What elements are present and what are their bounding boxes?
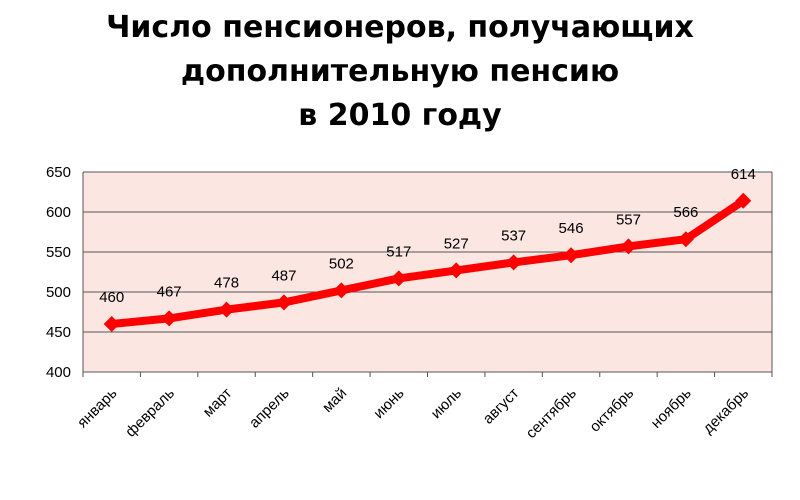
data-point (563, 247, 580, 264)
data-label: 614 (731, 166, 756, 183)
data-point (275, 294, 292, 311)
x-tick-label: февраль (122, 385, 178, 441)
y-tick-label: 500 (46, 284, 71, 301)
x-tick-label: декабрь (700, 385, 753, 438)
y-tick-label: 550 (46, 244, 71, 261)
data-point (161, 310, 178, 327)
y-tick-label: 450 (46, 324, 71, 341)
data-point (620, 238, 637, 255)
data-label: 557 (616, 211, 641, 228)
chart-title: Число пенсионеров, получающих дополнител… (0, 6, 800, 138)
data-label: 478 (214, 275, 239, 292)
data-point (218, 301, 235, 318)
data-point (390, 270, 407, 287)
y-tick-label: 600 (46, 204, 71, 221)
x-tick-label: июнь (370, 385, 407, 422)
x-tick-label: июль (428, 385, 466, 423)
data-label: 502 (329, 255, 354, 272)
data-point (677, 231, 694, 248)
x-tick-label: январь (74, 385, 121, 432)
y-tick-label: 400 (46, 364, 71, 381)
data-point (333, 282, 350, 299)
data-label: 517 (386, 243, 411, 260)
data-point (103, 316, 120, 332)
data-label: 527 (444, 235, 469, 252)
y-tick-label: 650 (46, 164, 71, 181)
x-tick-label: август (480, 385, 523, 428)
x-tick-label: апрель (246, 385, 293, 432)
x-tick-label: ноябрь (648, 385, 695, 432)
data-label: 460 (99, 289, 124, 306)
data-label: 546 (559, 220, 584, 237)
x-tick-label: март (200, 385, 236, 421)
data-point (505, 254, 522, 271)
data-point (735, 192, 752, 209)
x-tick-label: октябрь (586, 385, 637, 436)
data-label: 537 (501, 227, 526, 244)
chart-title-line-3: в 2010 году (298, 98, 502, 133)
chart-title-line-2: дополнительную пенсию (180, 54, 620, 89)
x-tick-label: май (319, 385, 350, 416)
x-tick-label: сентябрь (523, 385, 580, 442)
data-label: 467 (157, 283, 182, 300)
data-label: 566 (673, 204, 698, 221)
series-line (107, 196, 748, 328)
chart-title-line-1: Число пенсионеров, получающих (106, 10, 694, 45)
data-point (448, 262, 465, 279)
data-label: 487 (271, 267, 296, 284)
